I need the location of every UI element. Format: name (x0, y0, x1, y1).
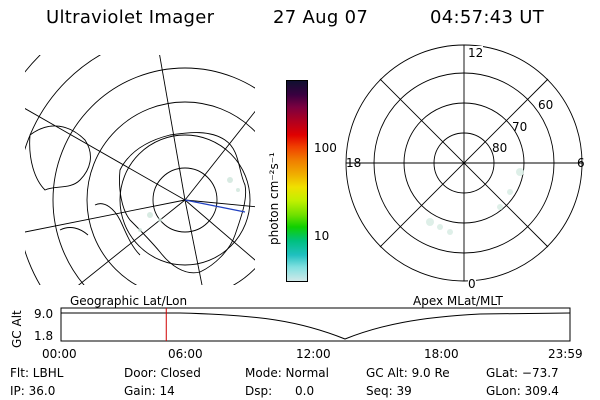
lat-label-80: 80 (492, 141, 508, 155)
lat-label-60: 60 (538, 98, 554, 112)
altitude-timeline (60, 307, 571, 342)
mlt-label-0: 0 (468, 277, 476, 291)
mlt-label-6: 6 (577, 156, 585, 170)
timeline-ytick-9: 9.0 (34, 307, 54, 321)
status-gc-alt: GC Alt: 9.0 Re (366, 366, 450, 380)
status-mode: Mode: Normal (245, 366, 329, 380)
colorbar-tick-100: 100 (314, 141, 337, 155)
status-gain: Gain: 14 (124, 384, 175, 398)
mlt-label-18: 18 (346, 156, 362, 170)
timeline-xtick-2: 12:00 (296, 347, 331, 361)
status-dsp: Dsp: 0.0 (245, 384, 315, 398)
timeline-axis-label: GC Alt (10, 310, 24, 348)
timeline-xtick-0: 00:00 (42, 347, 77, 361)
status-door: Door: Closed (124, 366, 201, 380)
lat-label-70: 70 (512, 120, 528, 134)
timeline-xtick-3: 18:00 (424, 347, 459, 361)
instrument-title: Ultraviolet Imager (46, 7, 215, 28)
colorbar (286, 80, 308, 282)
status-glon: GLon: 309.4 (486, 384, 559, 398)
timeline-ytick-1.8: 1.8 (34, 329, 54, 343)
apex-polar-plot (345, 44, 583, 282)
geographic-globe-map (25, 55, 255, 285)
date-label: 27 Aug 07 (273, 7, 369, 28)
mlt-label-12: 12 (468, 46, 484, 60)
colorbar-unit-label: photon cm⁻²s⁻¹ (267, 152, 281, 245)
geographic-label: Geographic Lat/Lon (70, 294, 188, 308)
timeline-xtick-4: 23:59 (548, 347, 583, 361)
colorbar-tick-10: 10 (314, 229, 330, 243)
status-glat: GLat: −73.7 (486, 366, 559, 380)
apex-label: Apex MLat/MLT (413, 294, 503, 308)
status-seq: Seq: 39 (366, 384, 412, 398)
status-ip: IP: 36.0 (10, 384, 56, 398)
time-label: 04:57:43 UT (430, 7, 545, 28)
status-filter: Flt: LBHL (10, 366, 64, 380)
timeline-xtick-1: 06:00 (168, 347, 203, 361)
